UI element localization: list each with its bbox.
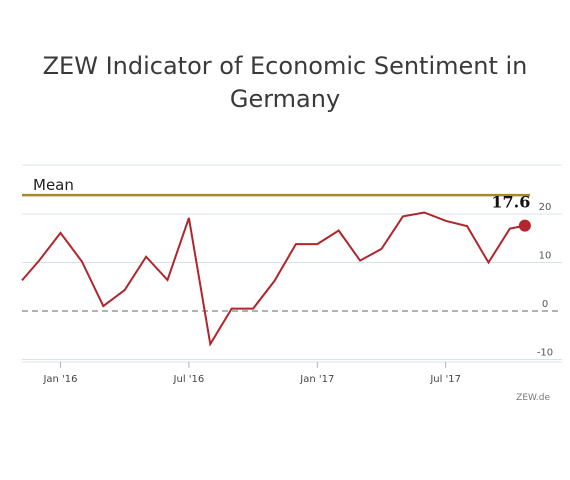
x-tick-label-2: Jan '17 (299, 374, 334, 385)
series-line-0 (21, 211, 526, 347)
last-value-marker (518, 219, 531, 232)
y-tick-label-2: 0 (542, 299, 548, 310)
y-tick-label-0: 20 (539, 202, 552, 213)
x-tick-label-0: Jan '16 (42, 374, 77, 385)
x-tick-label-1: Jul '16 (173, 374, 205, 385)
y-tick-label-1: 10 (539, 251, 552, 262)
chart-title: ZEW Indicator of Economic Sentiment in G… (0, 50, 570, 116)
last-value-label: 17.6 (491, 193, 530, 212)
y-tick-label-3: -10 (537, 348, 553, 359)
chart-title-line-1: ZEW Indicator of Economic Sentiment in (42, 52, 528, 80)
chart-title-line-2: Germany (229, 85, 341, 113)
source-label: ZEW.de (516, 393, 550, 403)
mean-label: Mean (33, 176, 74, 194)
x-tick-label-3: Jul '17 (429, 374, 461, 385)
